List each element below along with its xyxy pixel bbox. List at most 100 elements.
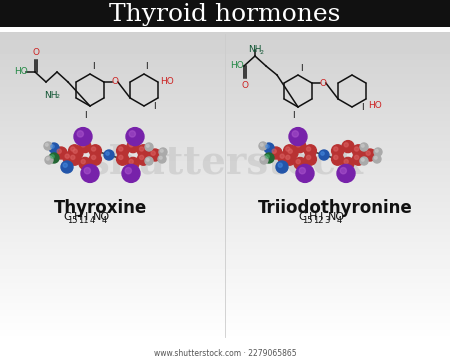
Circle shape — [79, 140, 91, 153]
Circle shape — [159, 156, 162, 159]
Text: O: O — [320, 79, 326, 88]
Circle shape — [319, 150, 329, 160]
Text: www.shutterstock.com · 2279065865: www.shutterstock.com · 2279065865 — [154, 349, 296, 358]
Circle shape — [306, 147, 310, 151]
Circle shape — [91, 155, 96, 160]
Circle shape — [137, 153, 149, 165]
Circle shape — [81, 164, 99, 182]
Circle shape — [292, 131, 298, 137]
Text: I: I — [92, 62, 94, 71]
Text: HO: HO — [14, 67, 28, 76]
Circle shape — [296, 160, 300, 164]
Circle shape — [45, 156, 53, 164]
Circle shape — [278, 163, 282, 167]
Circle shape — [286, 147, 298, 159]
Circle shape — [160, 150, 163, 152]
Circle shape — [127, 157, 139, 169]
Circle shape — [306, 155, 310, 160]
Text: Triiodothyronine: Triiodothyronine — [257, 199, 412, 217]
Circle shape — [296, 143, 300, 147]
Circle shape — [104, 150, 114, 160]
Circle shape — [284, 153, 296, 165]
Text: H: H — [309, 212, 317, 222]
Circle shape — [149, 149, 161, 161]
Circle shape — [340, 168, 346, 174]
Circle shape — [261, 143, 263, 146]
Circle shape — [304, 153, 316, 165]
Circle shape — [117, 153, 129, 165]
Circle shape — [61, 161, 73, 173]
Circle shape — [373, 155, 381, 163]
Circle shape — [260, 156, 268, 164]
Circle shape — [352, 145, 365, 157]
Circle shape — [44, 142, 52, 150]
Text: 2: 2 — [260, 51, 264, 55]
Circle shape — [355, 155, 359, 160]
Circle shape — [344, 143, 348, 147]
Text: I: I — [145, 62, 148, 71]
Circle shape — [106, 152, 109, 155]
Text: 12: 12 — [313, 216, 324, 225]
Text: O: O — [111, 77, 118, 87]
Circle shape — [145, 143, 153, 151]
Circle shape — [65, 154, 69, 158]
Circle shape — [321, 152, 324, 155]
Circle shape — [126, 127, 144, 146]
FancyBboxPatch shape — [0, 0, 450, 27]
Circle shape — [276, 161, 288, 173]
Text: O: O — [32, 48, 40, 57]
Circle shape — [355, 147, 359, 151]
Circle shape — [79, 157, 91, 169]
Circle shape — [286, 147, 290, 151]
Circle shape — [45, 143, 48, 146]
Circle shape — [289, 127, 307, 146]
Text: NO: NO — [328, 212, 345, 222]
Text: C: C — [298, 212, 306, 222]
FancyBboxPatch shape — [0, 344, 450, 362]
Text: 15: 15 — [302, 216, 313, 225]
Circle shape — [129, 131, 135, 137]
Circle shape — [122, 164, 140, 182]
Text: I: I — [292, 111, 295, 120]
Circle shape — [342, 140, 354, 153]
Circle shape — [299, 168, 306, 174]
Circle shape — [361, 159, 364, 161]
Circle shape — [77, 131, 83, 137]
Circle shape — [374, 156, 377, 159]
Text: HO: HO — [368, 101, 382, 110]
Text: HO: HO — [230, 62, 244, 71]
Text: 15: 15 — [68, 216, 78, 225]
Circle shape — [71, 147, 75, 151]
Circle shape — [49, 153, 59, 163]
Circle shape — [266, 145, 269, 148]
Circle shape — [137, 145, 149, 157]
Circle shape — [294, 140, 306, 153]
Circle shape — [334, 155, 338, 160]
Circle shape — [119, 147, 123, 151]
Circle shape — [63, 152, 75, 164]
Circle shape — [63, 163, 68, 167]
Text: HO: HO — [160, 76, 174, 85]
Circle shape — [264, 143, 274, 153]
Circle shape — [117, 145, 129, 157]
Circle shape — [366, 151, 370, 155]
Circle shape — [284, 145, 296, 157]
Circle shape — [127, 140, 139, 153]
Text: H: H — [74, 212, 82, 222]
Circle shape — [261, 157, 264, 160]
Circle shape — [46, 157, 49, 160]
Circle shape — [51, 145, 54, 148]
Circle shape — [360, 143, 368, 151]
Text: I: I — [361, 103, 364, 112]
Circle shape — [374, 148, 382, 156]
Circle shape — [49, 143, 59, 153]
Circle shape — [304, 145, 316, 157]
Text: C: C — [63, 212, 71, 222]
Circle shape — [81, 160, 86, 164]
Circle shape — [272, 149, 276, 153]
Circle shape — [270, 147, 282, 159]
Circle shape — [296, 164, 314, 182]
Circle shape — [84, 168, 90, 174]
Circle shape — [364, 149, 376, 161]
Text: 11: 11 — [78, 216, 89, 225]
